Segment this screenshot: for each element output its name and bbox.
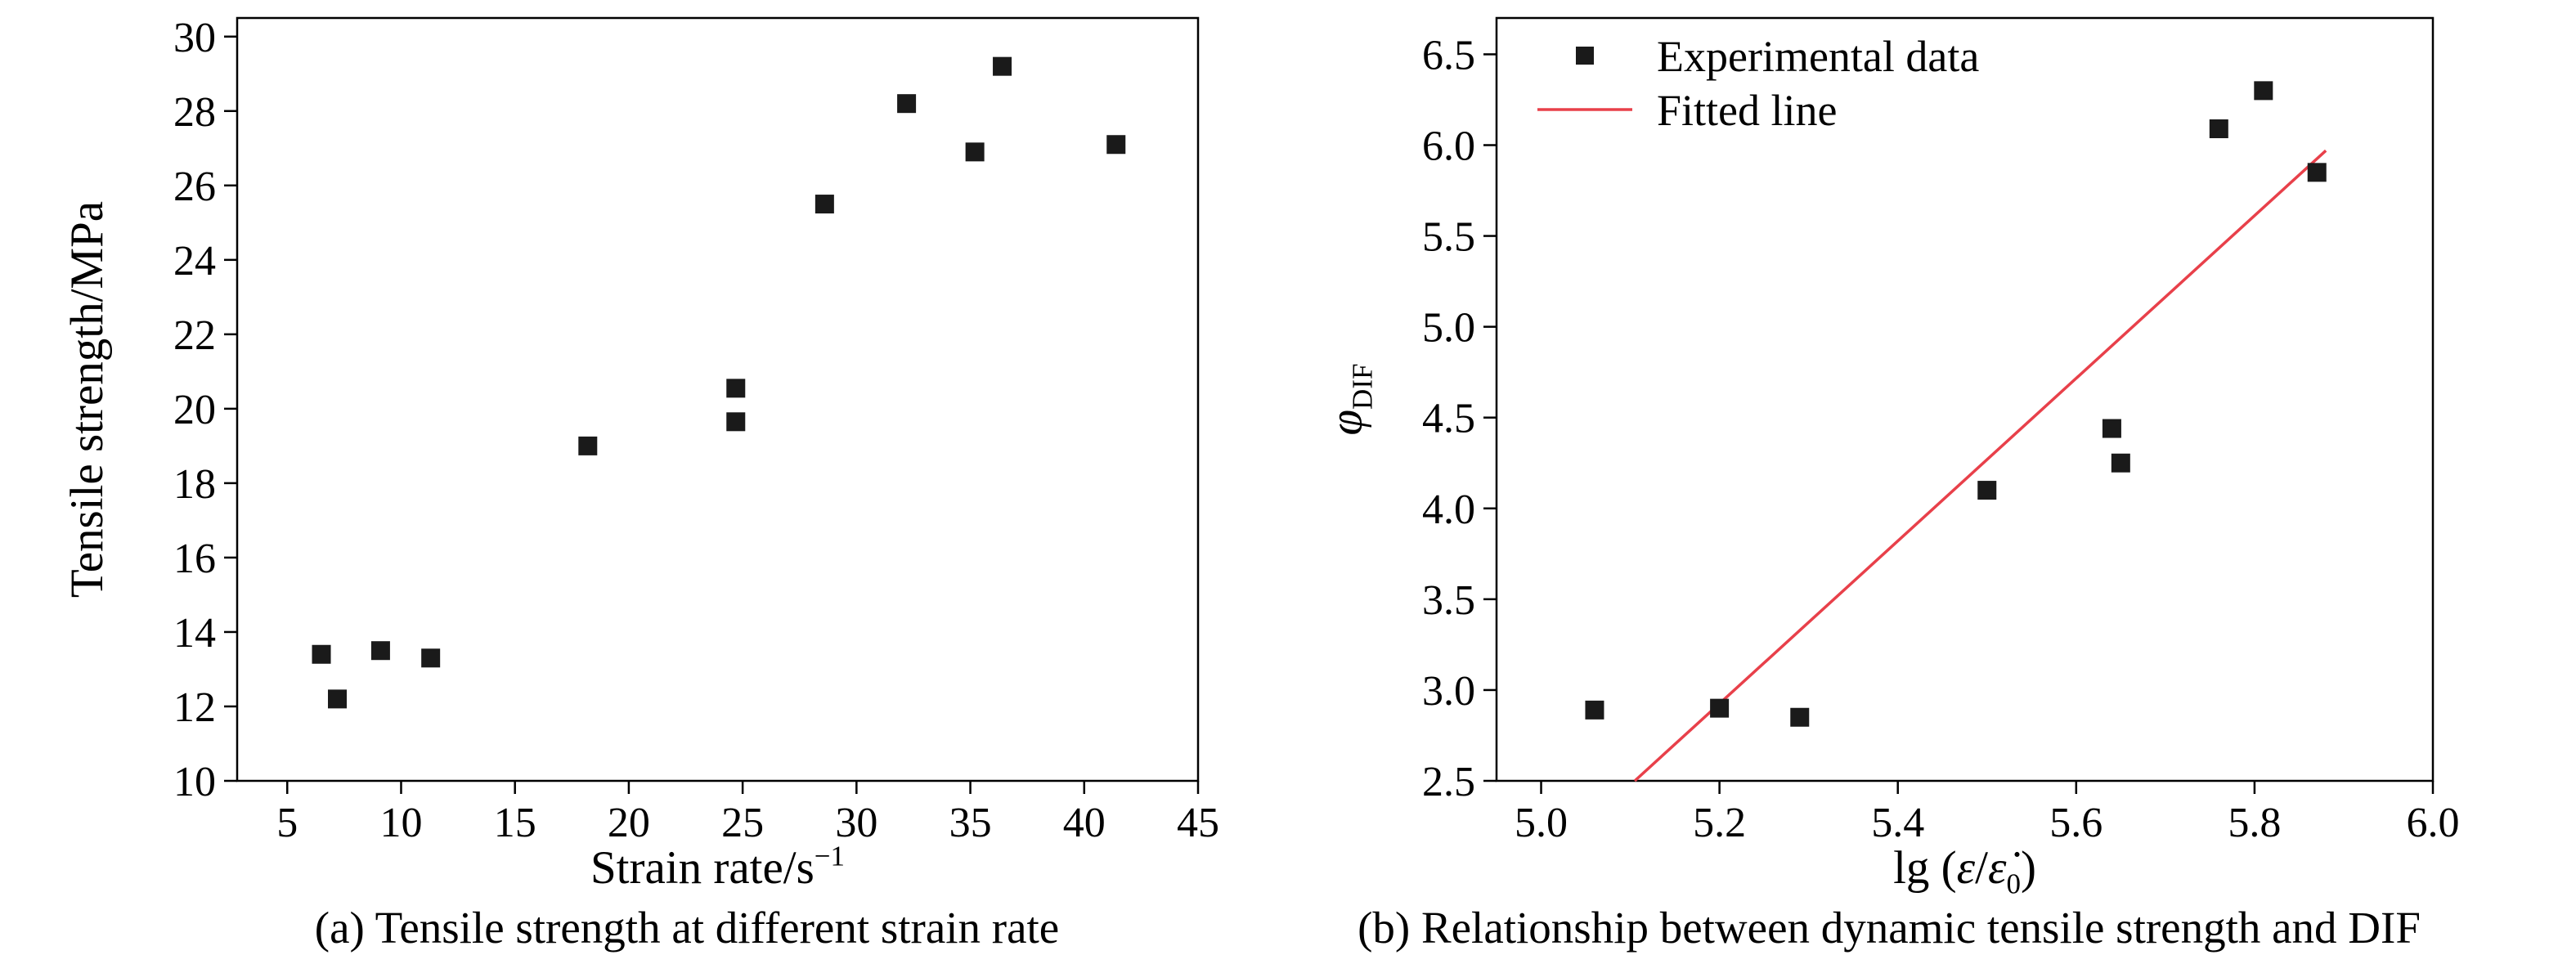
fit-line (1633, 149, 2327, 782)
y-tick-label: 10 (173, 759, 216, 805)
data-point (1585, 700, 1604, 720)
caption-a: (a) Tensile strength at different strain… (314, 903, 1060, 953)
data-point (2111, 453, 2130, 473)
data-point (1790, 707, 1810, 727)
legend-label: Fitted line (1657, 86, 1837, 135)
x-axis-label: Strain rate/s−1 (590, 840, 845, 894)
y-axis: 10 12 14 16 18 20 22 24 26 28 30 (173, 15, 237, 805)
data-point (965, 142, 985, 162)
data-point (1977, 481, 1997, 500)
data-points (312, 56, 1126, 709)
data-point (726, 412, 746, 432)
y-tick-label: 18 (173, 461, 216, 508)
x-axis: 5.0 5.2 5.4 5.6 5.8 6.0 (1515, 781, 2460, 846)
y-tick-label: 22 (173, 312, 216, 359)
y-tick-label: 12 (173, 684, 216, 731)
data-point (578, 436, 598, 455)
y-tick-label: 16 (173, 536, 216, 582)
scatter-chart-tensile-strength: 5 10 15 20 25 30 35 40 451012141618202224262830S… (61, 15, 1219, 894)
y-axis: 2.5 3.0 3.5 4.0 4.5 5.0 5.5 6.0 6.5 (1422, 32, 1497, 805)
x-axis: 5 10 15 20 25 30 35 40 45 (276, 781, 1219, 846)
data-point (2102, 419, 2121, 438)
x-tick-label: 25 (721, 800, 764, 846)
x-tick-label: 5.2 (1693, 800, 1746, 846)
y-tick-label: 14 (173, 610, 216, 657)
data-point (1710, 698, 1730, 718)
x-tick-label: 6.0 (2407, 800, 2460, 846)
x-tick-label: 5.8 (2228, 800, 2281, 846)
x-tick-label: 20 (608, 800, 650, 846)
x-axis-label: lg (ε/ε̇0) (1893, 842, 2036, 899)
data-point (312, 644, 331, 664)
legend-marker-square (1576, 47, 1594, 65)
data-point (2307, 163, 2327, 182)
y-tick-label: 6.5 (1422, 32, 1475, 78)
x-tick-label: 5.6 (2049, 800, 2103, 846)
y-axis-label: Tensile strength/MPa (61, 201, 113, 598)
legend: Experimental data Fitted line (1537, 32, 1979, 135)
y-tick-label: 24 (173, 238, 216, 285)
data-point (1106, 135, 1126, 155)
y-tick-label: 5.5 (1422, 214, 1475, 261)
y-tick-label: 30 (173, 15, 216, 61)
y-tick-label: 4.0 (1422, 486, 1475, 533)
data-point (421, 648, 441, 668)
data-point (328, 689, 348, 709)
data-point (2209, 119, 2228, 139)
data-point (726, 379, 746, 398)
plot-frame (236, 16, 1200, 782)
plot-frame (1495, 16, 2435, 782)
panel-a: 5 10 15 20 25 30 35 40 45 10 12 14 16 18 20 22 24 26 28 30 S… (0, 0, 1276, 973)
data-points (1585, 81, 2327, 727)
x-tick-label: 5.4 (1871, 800, 1924, 846)
y-tick-label: 26 (173, 164, 216, 210)
data-point (993, 56, 1012, 76)
legend-label: Experimental data (1657, 32, 1979, 81)
y-tick-label: 28 (173, 89, 216, 136)
panel-b: 5.0 5.2 5.4 5.6 5.8 6.0 2.5 3.0 3.5 4.0 4.5 5.0 5.5 6… (1276, 0, 2576, 973)
y-tick-label: 4.5 (1422, 396, 1475, 442)
data-point (2254, 81, 2273, 101)
y-axis-label: φDIF (1321, 364, 1379, 436)
data-point (815, 195, 834, 214)
data-point (370, 641, 390, 661)
y-tick-label: 6.0 (1422, 123, 1475, 170)
x-tick-label: 35 (949, 800, 992, 846)
x-tick-label: 10 (379, 800, 422, 846)
y-tick-label: 2.5 (1422, 759, 1475, 805)
x-tick-label: 5 (276, 800, 298, 846)
y-tick-label: 20 (173, 387, 216, 433)
data-point (897, 94, 917, 114)
x-tick-label: 5.0 (1515, 800, 1568, 846)
x-tick-label: 15 (494, 800, 536, 846)
y-tick-label: 3.0 (1422, 668, 1475, 715)
y-tick-label: 3.5 (1422, 577, 1475, 624)
y-tick-label: 5.0 (1422, 305, 1475, 352)
x-tick-label: 30 (835, 800, 877, 846)
x-tick-label: 40 (1063, 800, 1106, 846)
scatter-chart-dif: 5.0 5.2 5.4 5.6 5.8 6.0 2.5 3.0 3.5 4.0 4.5 5.0 5.5 6… (1321, 16, 2460, 899)
caption-b: (b) Relationship between dynamic tensile… (1358, 903, 2421, 953)
x-tick-label: 45 (1177, 800, 1219, 846)
